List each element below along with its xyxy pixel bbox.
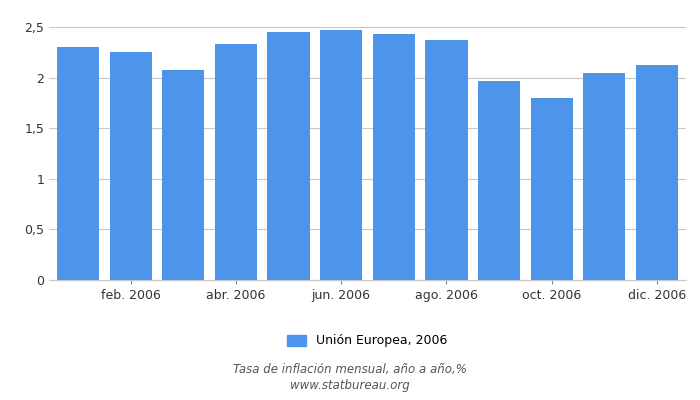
Bar (162, 70, 204, 280)
Bar (478, 81, 520, 280)
Legend: Unión Europea, 2006: Unión Europea, 2006 (288, 334, 447, 348)
Bar (320, 30, 362, 280)
Bar (531, 98, 573, 280)
Text: Tasa de inflación mensual, año a año,%: Tasa de inflación mensual, año a año,% (233, 364, 467, 376)
Bar (57, 47, 99, 280)
Bar (215, 44, 257, 280)
Bar (267, 32, 309, 280)
Bar (426, 40, 468, 280)
Text: www.statbureau.org: www.statbureau.org (290, 380, 410, 392)
Bar (109, 52, 152, 280)
Bar (373, 34, 415, 280)
Bar (636, 64, 678, 280)
Bar (583, 73, 626, 280)
